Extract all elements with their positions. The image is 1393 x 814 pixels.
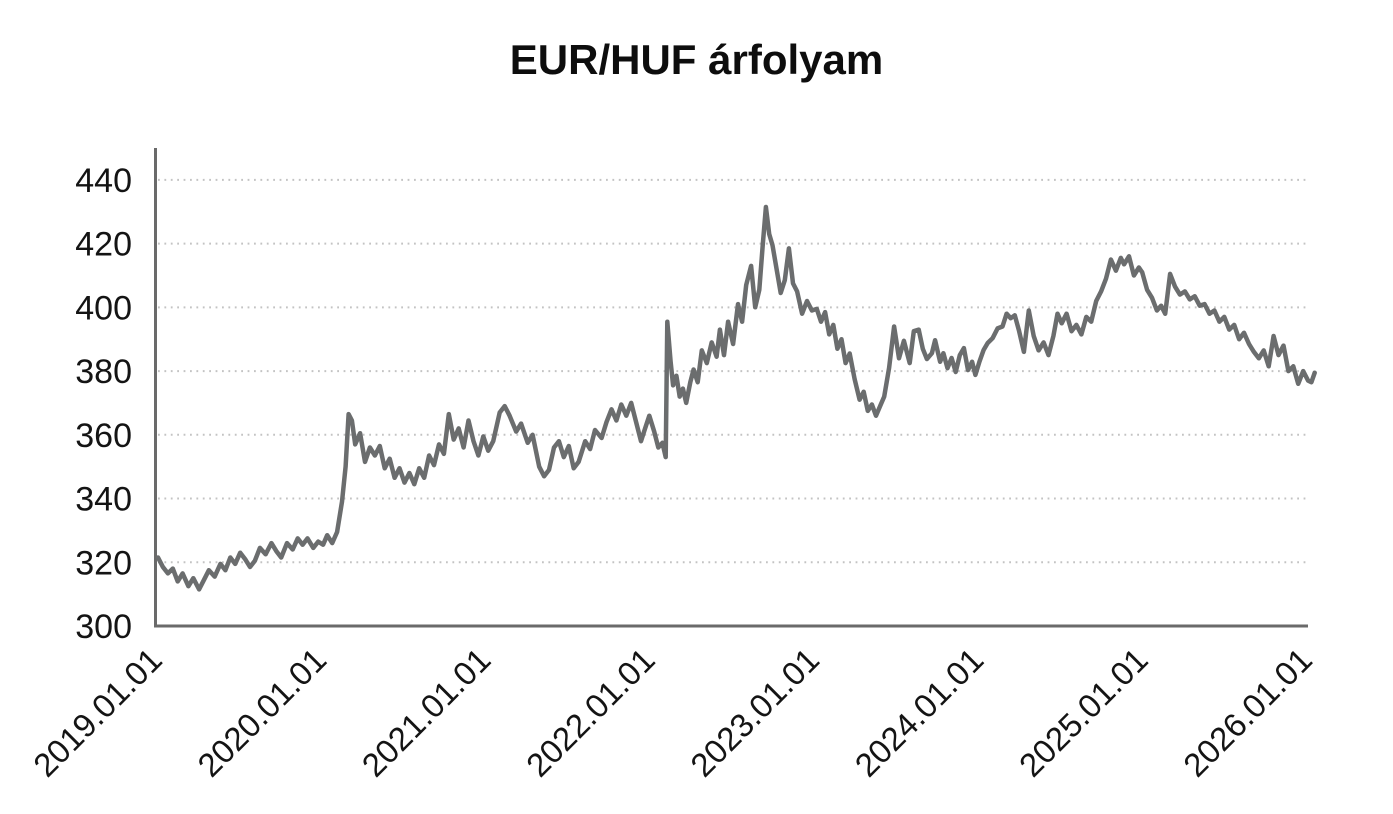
- chart-title: EUR/HUF árfolyam: [509, 36, 884, 83]
- y-tick-label: 320: [75, 544, 132, 582]
- y-tick-label: 380: [75, 353, 132, 391]
- y-tick-label: 440: [75, 162, 132, 200]
- x-tick-label: 2023.01.01: [683, 641, 826, 784]
- y-tick-label: 340: [75, 481, 132, 519]
- series-line-eur-huf: [155, 204, 1317, 592]
- y-tick-label: 300: [75, 608, 132, 646]
- y-tick-label: 400: [75, 289, 132, 327]
- x-tick-label: 2025.01.01: [1012, 641, 1155, 784]
- y-tick-label: 420: [75, 226, 132, 264]
- x-tick-label: 2024.01.01: [847, 641, 990, 784]
- x-tick-label: 2019.01.01: [26, 641, 169, 784]
- x-tick-label: 2022.01.01: [519, 641, 662, 784]
- x-tick-label: 2021.01.01: [355, 641, 498, 784]
- y-tick-label: 360: [75, 417, 132, 455]
- x-tick-label: 2020.01.01: [190, 641, 333, 784]
- x-tick-label: 2026.01.01: [1176, 641, 1319, 784]
